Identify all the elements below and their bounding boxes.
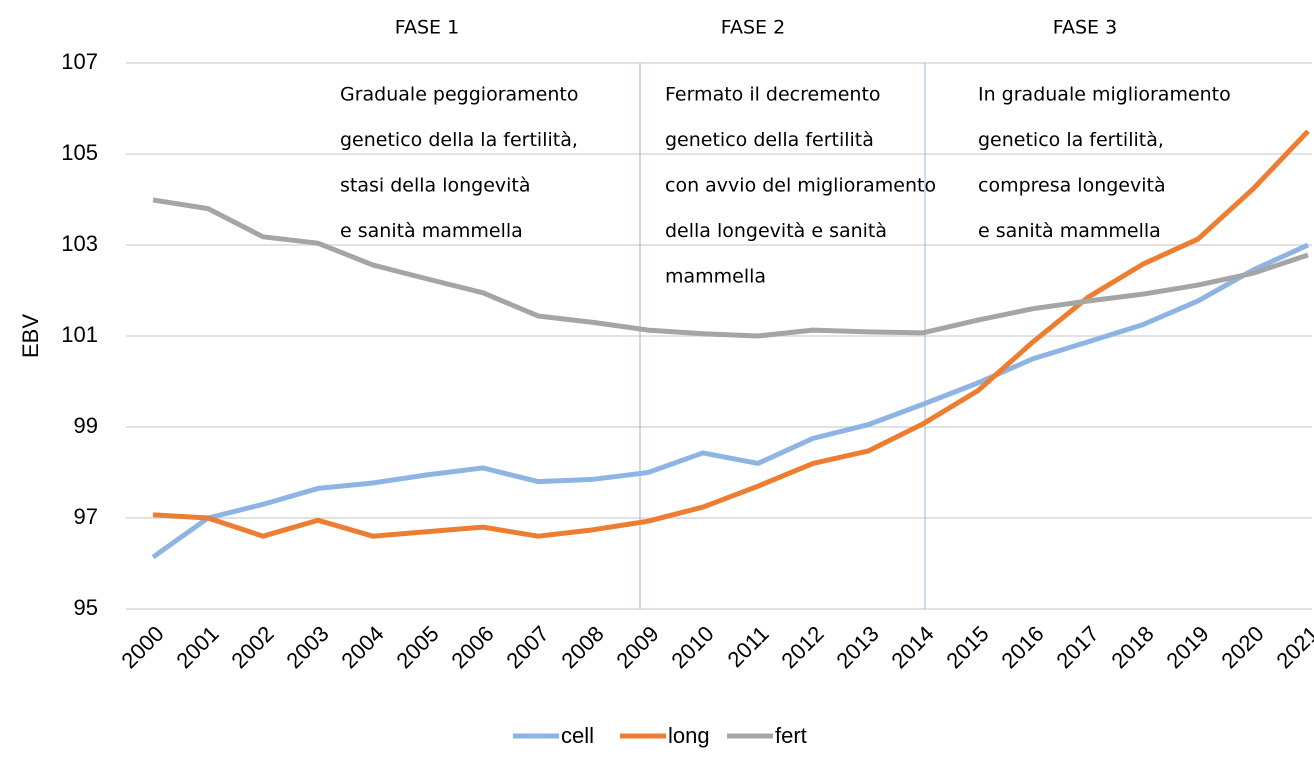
x-tick-label: 2013	[831, 621, 883, 673]
phase-note: con avvio del miglioramento	[665, 175, 936, 197]
line-series	[151, 242, 1310, 560]
phase-note: della longevità e sanità	[665, 220, 887, 242]
phase-title: FASE 1	[395, 17, 459, 39]
x-tick-label: 2012	[776, 621, 828, 673]
legend-label: long	[668, 723, 710, 748]
legend-label: fert	[775, 723, 807, 748]
phase-note: genetico della fertilità	[665, 129, 874, 151]
x-tick-label: 2015	[941, 621, 993, 673]
line-series	[152, 129, 1310, 539]
y-tick-label: 101	[61, 322, 98, 347]
x-tick-label: 2019	[1161, 621, 1213, 673]
y-tick-label: 99	[74, 413, 98, 438]
x-tick-label: 2020	[1216, 621, 1268, 673]
x-tick-label: 2001	[171, 621, 223, 673]
line-series	[152, 197, 1309, 339]
phase-note: e sanità mammella	[340, 220, 523, 242]
x-tick-label: 2005	[391, 621, 443, 673]
phase-note: genetico della la fertilità,	[340, 129, 578, 151]
x-tick-label: 2008	[556, 621, 608, 673]
x-tick-label: 2010	[666, 621, 718, 673]
x-tick-label: 2003	[281, 621, 333, 673]
y-tick-label: 107	[61, 49, 98, 74]
phase-title: FASE 2	[721, 17, 785, 39]
x-tick-label: 2004	[336, 621, 388, 673]
phase-note: In graduale miglioramento	[978, 84, 1231, 106]
phase-note: genetico la fertilità,	[978, 129, 1164, 151]
phase-note: compresa longevità	[978, 175, 1166, 197]
x-tick-label: 2007	[501, 621, 553, 673]
x-tick-label: 2016	[996, 621, 1048, 673]
phase-note: stasi della longevità	[340, 175, 531, 197]
x-tick-label: 2009	[611, 621, 663, 673]
y-axis-label: EBV	[18, 314, 43, 358]
y-tick-label: 103	[61, 231, 98, 256]
y-tick-label: 95	[74, 595, 98, 620]
x-tick-label: 2006	[446, 621, 498, 673]
phase-note: Graduale peggioramento	[340, 84, 578, 106]
phase-note: mammella	[665, 266, 766, 288]
phase-note: e sanità mammella	[978, 220, 1161, 242]
x-tick-label: 2014	[886, 621, 938, 673]
y-tick-label: 105	[61, 140, 98, 165]
x-tick-label: 2017	[1051, 621, 1103, 673]
x-tick-label: 2021	[1271, 621, 1314, 673]
x-tick-label: 2011	[723, 621, 774, 672]
x-tick-label: 2018	[1106, 621, 1158, 673]
x-tick-label: 2000	[116, 621, 168, 673]
y-tick-label: 97	[74, 504, 98, 529]
x-tick-label: 2002	[226, 621, 278, 673]
phase-note: Fermato il decremento	[665, 84, 881, 106]
phase-title: FASE 3	[1053, 17, 1117, 39]
legend-label: cell	[561, 723, 594, 748]
